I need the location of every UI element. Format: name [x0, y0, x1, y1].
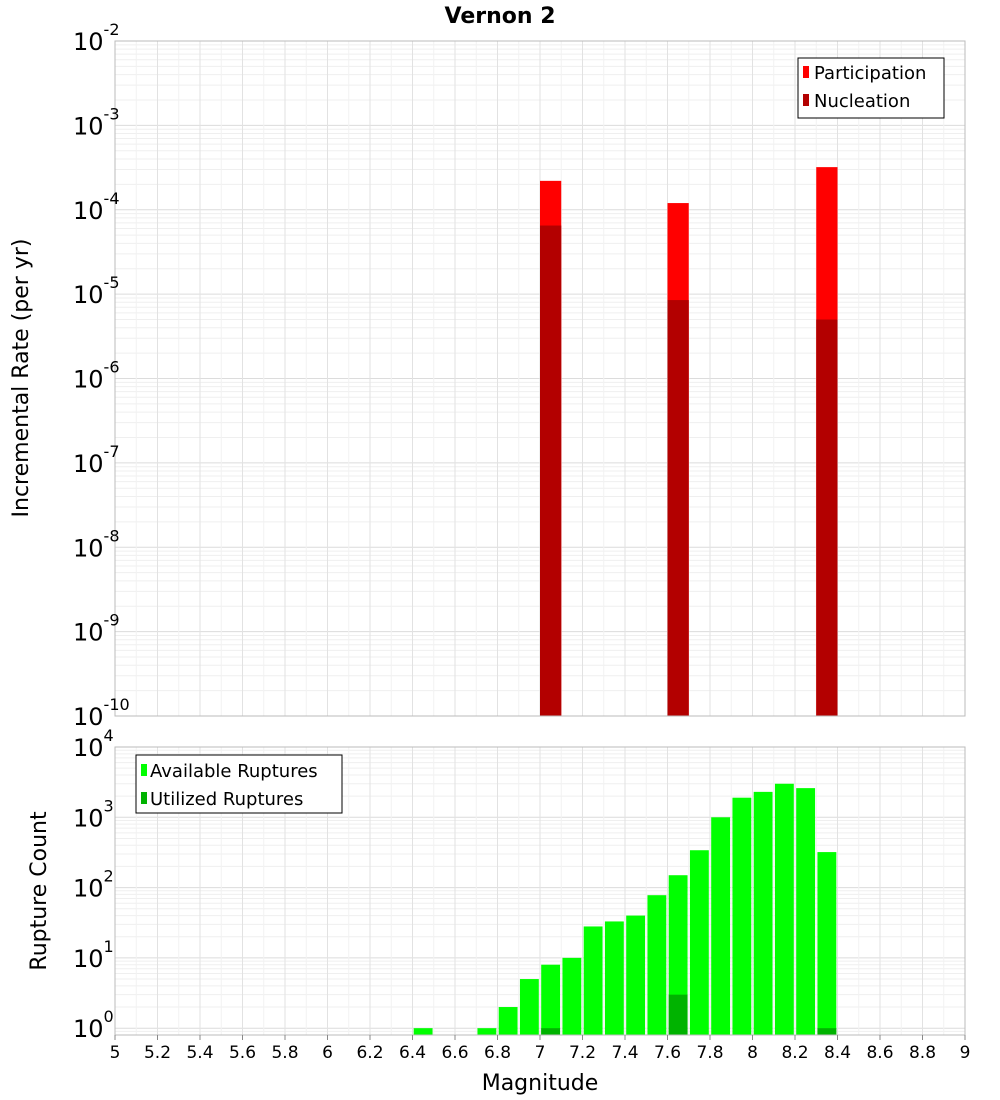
legend-label-utilized: Utilized Ruptures: [150, 789, 303, 810]
top-plot-frame: [114, 40, 966, 717]
legend-swatch-nucleation: [803, 94, 809, 106]
bar-available-ruptures: [541, 964, 561, 1035]
bar-available-ruptures: [817, 852, 837, 1035]
x-tick-label: 6.2: [356, 1043, 383, 1063]
tick-exponent: 0: [104, 1007, 114, 1026]
bar-available-ruptures: [477, 1028, 497, 1035]
top-bars: [540, 167, 838, 716]
x-tick-label: 5.2: [144, 1043, 171, 1063]
bar-utilized-ruptures: [668, 994, 688, 1035]
tick-exponent: -9: [104, 611, 120, 630]
tick-exponent: -5: [104, 273, 120, 292]
x-tick-label: 5.6: [229, 1043, 256, 1063]
top-y-tick-labels: 10-2 10-3 10-4 10-5 10-6 10-7 10-8 10-9 10-10: [73, 20, 130, 731]
top-y-tick-4: 10-6: [73, 358, 120, 394]
bottom-legend: Available Ruptures Utilized Ruptures: [135, 754, 343, 814]
tick-exponent: -10: [104, 695, 130, 714]
legend-label-nucleation: Nucleation: [814, 91, 910, 112]
x-tick-label: 7.6: [654, 1043, 681, 1063]
top-y-tick-2: 10-4: [73, 189, 120, 225]
bar-utilized-ruptures: [817, 1028, 837, 1035]
x-tick-labels: 5 5.2 5.4 5.6 5.8 6 6.2 6.4 6.6 6.8 7 7.2 7.4 7.6 7.8 8…: [110, 1035, 971, 1063]
tick-exponent: -8: [104, 526, 120, 545]
top-y-axis-label: Incremental Rate (per yr): [9, 239, 34, 518]
legend-label-participation: Participation: [814, 63, 926, 84]
chart-title: Vernon 2: [445, 4, 556, 29]
tick-exponent: -3: [104, 104, 120, 123]
bottom-y-axis-label: Rupture Count: [27, 811, 52, 971]
bottom-y-tick-3: 101: [73, 937, 114, 973]
legend-swatch-utilized: [141, 792, 147, 804]
bar-nucleation: [540, 225, 562, 716]
x-tick-label: 5.4: [186, 1043, 213, 1063]
tick-exponent: 3: [104, 796, 114, 815]
bar-available-ruptures: [774, 783, 794, 1035]
top-y-tick-3: 10-5: [73, 273, 120, 309]
legend-swatch-available: [141, 764, 147, 776]
bar-available-ruptures: [796, 788, 816, 1035]
bar-available-ruptures: [498, 1007, 518, 1035]
bar-utilized-ruptures: [541, 1028, 561, 1035]
x-tick-label: 7.4: [611, 1043, 638, 1063]
bar-available-ruptures: [647, 895, 667, 1035]
tick-exponent: -4: [104, 189, 120, 208]
bar-available-ruptures: [689, 850, 709, 1035]
tick-exponent: -6: [104, 358, 120, 377]
x-tick-label: 6: [322, 1043, 333, 1063]
bar-available-ruptures: [626, 915, 646, 1035]
bar-available-ruptures: [732, 797, 752, 1035]
bottom-bars: [413, 783, 837, 1035]
x-tick-label: 8.2: [781, 1043, 808, 1063]
bar-nucleation: [667, 300, 689, 716]
x-tick-label: 5.8: [271, 1043, 298, 1063]
x-tick-label: 8.8: [909, 1043, 936, 1063]
top-y-tick-1: 10-3: [73, 104, 120, 140]
bar-nucleation: [816, 319, 838, 716]
top-y-tick-7: 10-9: [73, 611, 120, 647]
x-tick-label: 5: [110, 1043, 121, 1063]
x-tick-label: 8.6: [866, 1043, 893, 1063]
tick-exponent: 2: [104, 867, 114, 886]
tick-exponent: 1: [104, 937, 114, 956]
bar-available-ruptures: [562, 957, 582, 1035]
bar-available-ruptures: [413, 1028, 433, 1035]
x-tick-label: 6.4: [399, 1043, 426, 1063]
x-tick-label: 6.8: [484, 1043, 511, 1063]
x-tick-label: 8.4: [824, 1043, 851, 1063]
top-y-tick-0: 10-2: [73, 20, 120, 56]
bar-available-ruptures: [753, 791, 773, 1035]
tick-exponent: 4: [104, 726, 114, 745]
top-legend: Participation Nucleation: [797, 57, 945, 119]
x-axis-label: Magnitude: [482, 1071, 599, 1096]
bottom-y-tick-1: 103: [73, 796, 114, 832]
x-tick-label: 9: [960, 1043, 971, 1063]
tick-exponent: -7: [104, 442, 120, 461]
x-tick-label: 7.2: [569, 1043, 596, 1063]
bar-available-ruptures: [711, 817, 731, 1035]
legend-swatch-participation: [803, 66, 809, 78]
legend-label-available: Available Ruptures: [150, 761, 318, 782]
bottom-legend-box: [135, 754, 343, 814]
top-y-tick-5: 10-7: [73, 442, 120, 478]
x-tick-label: 7: [535, 1043, 546, 1063]
bottom-y-tick-4: 100: [73, 1007, 114, 1043]
x-tick-label: 8: [747, 1043, 758, 1063]
bottom-y-tick-2: 102: [73, 867, 114, 903]
top-y-tick-8: 10-10: [73, 695, 130, 731]
bar-available-ruptures: [604, 921, 624, 1035]
bar-available-ruptures: [519, 979, 539, 1035]
tick-exponent: -2: [104, 20, 120, 39]
top-legend-box: [797, 57, 945, 119]
bar-available-ruptures: [583, 926, 603, 1035]
x-tick-label: 6.6: [441, 1043, 468, 1063]
top-y-tick-6: 10-8: [73, 526, 120, 562]
top-plot: 10-2 10-3 10-4 10-5 10-6 10-7 10-8 10-9 10-10 In…: [9, 20, 966, 731]
bottom-y-tick-0: 104: [73, 726, 114, 762]
x-tick-label: 7.8: [696, 1043, 723, 1063]
